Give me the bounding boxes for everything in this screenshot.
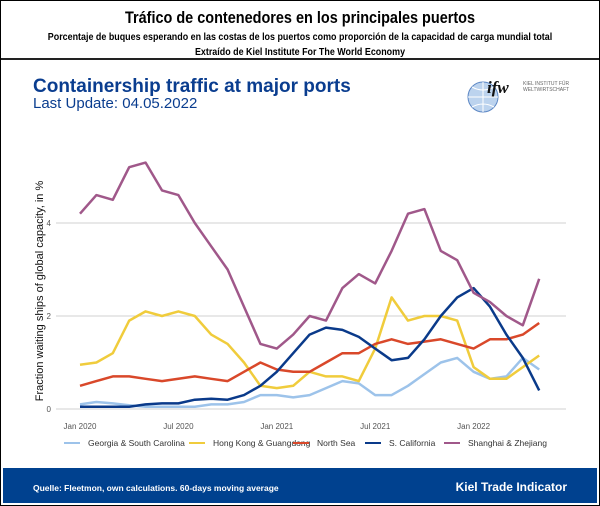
series-line [79, 356, 540, 408]
page-title: Tráfico de contenedores en los principal… [124, 8, 476, 27]
legend-label: North Sea [317, 438, 356, 448]
page-source: Extraído de Kiel Institute For The World… [194, 46, 406, 58]
y-axis-label: Fraction waiting ships of global capacit… [34, 181, 46, 402]
y-tick-label: 0 [47, 405, 52, 414]
legend-item: Georgia & South Carolina [64, 438, 185, 448]
series-line [79, 321, 540, 388]
legend-label: Hong Kong & Guangdong [213, 438, 311, 448]
legend-swatch [365, 441, 381, 445]
header: Tráfico de contenedores en los principal… [1, 1, 599, 60]
series-line [79, 161, 541, 350]
series-line [80, 286, 541, 408]
legend-label: Georgia & South Carolina [88, 438, 185, 448]
logo-line1: KIEL INSTITUT FÜR [523, 80, 570, 87]
legend-swatch [293, 441, 309, 445]
chart-subtitle: Last Update: 04.05.2022 [33, 95, 198, 112]
legend-item: Hong Kong & Guangdong [189, 438, 310, 448]
ifw-logo: ifw KIEL INSTITUT FÜR WELTWIRTSCHAFT [467, 78, 570, 113]
legend-swatch [64, 441, 80, 445]
logo-line2: WELTWIRTSCHAFT [523, 87, 569, 93]
legend-label: S. California [389, 438, 436, 448]
x-tick-label: Jan 2022 [457, 422, 490, 431]
legend-label: Shanghai & Zhejiang [468, 438, 547, 448]
x-tick-label: Jul 2020 [163, 422, 194, 431]
x-tick-label: Jan 2021 [260, 422, 293, 431]
x-tick-label: Jul 2021 [360, 422, 391, 431]
line-chart: 0 2 4 Jan 2020 Jul 2020 Jan 2021 Jul 2021 Jan 2… [34, 161, 566, 431]
legend-item: North Sea [293, 438, 355, 448]
y-tick-label: 2 [47, 312, 52, 321]
legend-swatch [189, 441, 205, 445]
footer: Quelle: Fleetmon, own calculations. 60-d… [3, 468, 597, 503]
legend-item: S. California [365, 438, 435, 448]
page-subtitle: Porcentaje de buques esperando en las co… [47, 31, 553, 43]
y-tick-label: 4 [47, 219, 52, 228]
legend-swatch [444, 441, 460, 445]
series-line [79, 296, 540, 390]
legend-item: Shanghai & Zhejiang [444, 438, 547, 448]
chart-title: Containership traffic at major ports [33, 76, 351, 97]
footer-source: Quelle: Fleetmon, own calculations. 60-d… [33, 483, 279, 493]
svg-text:ifw: ifw [487, 78, 509, 97]
x-tick-label: Jan 2020 [64, 422, 97, 431]
footer-brand: Kiel Trade Indicator [455, 480, 567, 494]
